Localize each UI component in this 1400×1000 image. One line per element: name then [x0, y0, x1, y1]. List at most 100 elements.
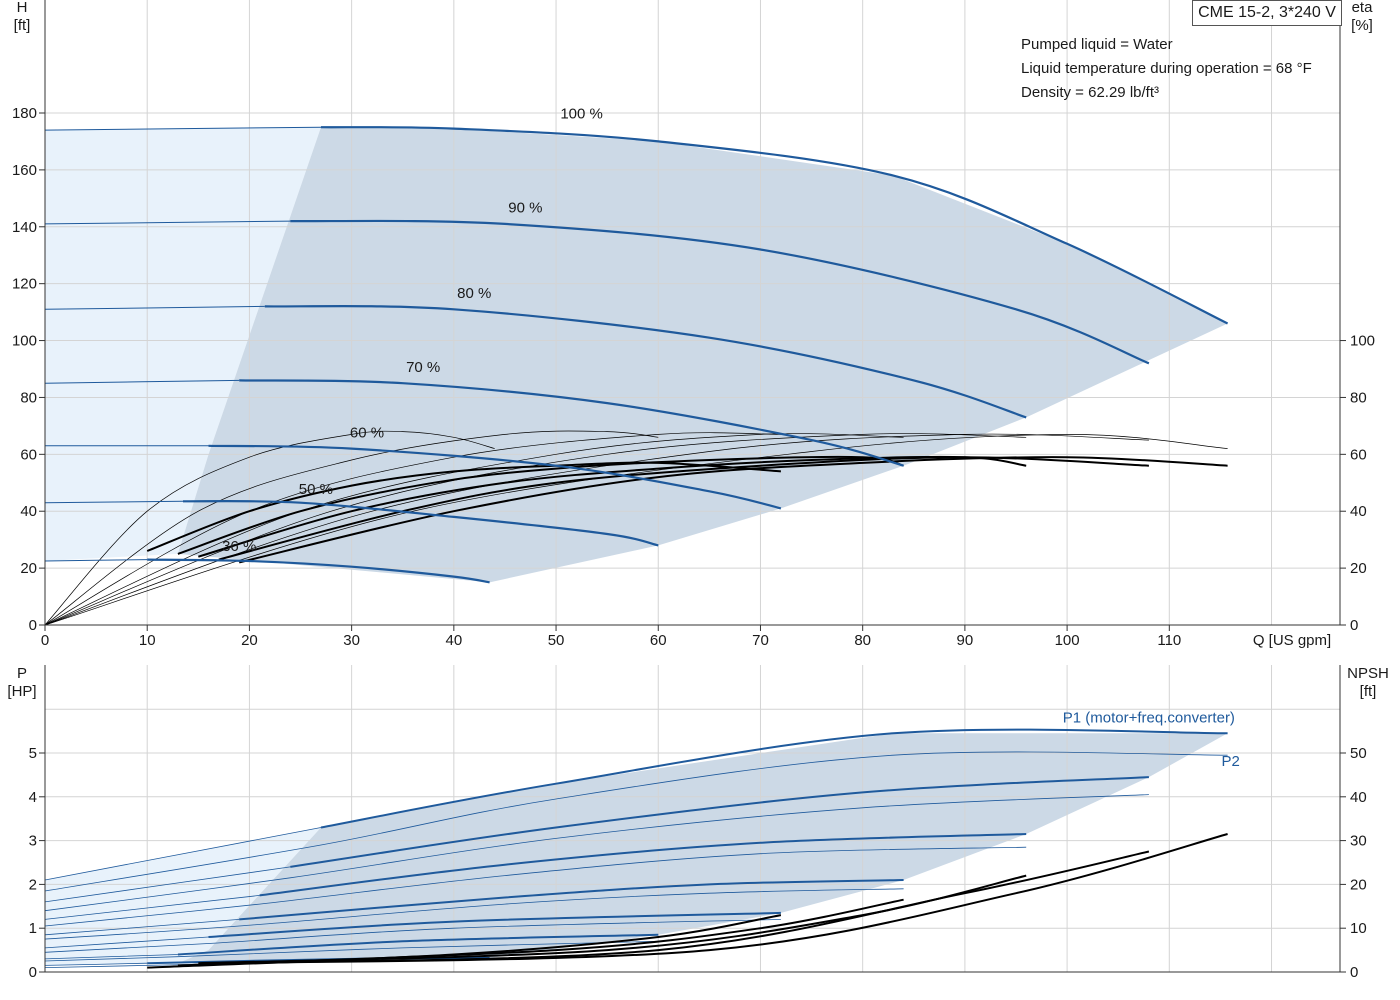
head-operating-area: [177, 127, 1228, 583]
efficiency-curve: [177, 455, 904, 555]
head-curve: [264, 304, 1027, 419]
top-y-right-label: eta: [1352, 0, 1374, 16]
power-area-light-fill: [45, 827, 321, 966]
y-right-tick-label: 60: [1350, 446, 1367, 463]
power-curve-label: P2: [1221, 753, 1239, 770]
y-right-tick-label: 80: [1350, 389, 1367, 406]
x-tick-label: 80: [854, 632, 871, 649]
speed-label: 36 %: [222, 538, 256, 555]
x-tick-label: 70: [752, 632, 769, 649]
p1-curve: [177, 933, 659, 956]
p-tick-label: 5: [29, 745, 37, 762]
y-left-tick-label: 40: [20, 503, 37, 520]
head-curve: [290, 219, 1150, 365]
p-tick-label: 1: [29, 920, 37, 937]
power-operating-area: [45, 733, 1228, 966]
x-tick-label: 100: [1055, 632, 1080, 649]
top-y-left-label: H: [17, 0, 28, 16]
speed-label: 100 %: [560, 106, 603, 123]
npsh-curve: [239, 833, 1228, 965]
head-curve: [208, 444, 782, 510]
p2-curve: [44, 794, 1149, 912]
power-labels: P1 (motor+freq.converter) P2: [1063, 709, 1240, 770]
p1-curve-low-flow: [44, 919, 240, 936]
x-tick-label: 0: [41, 632, 49, 649]
y-right-tick-label: 0: [1350, 617, 1358, 634]
speed-label: 50 %: [299, 481, 333, 498]
p1-curve-low-flow: [44, 827, 322, 881]
y-right-tick-label: 40: [1350, 503, 1367, 520]
bottom-y-left-label: P: [17, 665, 27, 682]
p1-curve: [208, 911, 781, 938]
x-axis-label: Q [US gpm]: [1253, 632, 1331, 649]
npsh-tick-label: 0: [1350, 964, 1358, 981]
head-area-fill: [177, 127, 1228, 583]
p2-curve: [44, 846, 1027, 927]
p1-curve: [290, 776, 1149, 868]
bottom-y-right-unit: [ft]: [1360, 683, 1377, 700]
head-curve-low-flow: [44, 500, 184, 504]
speed-label: 90 %: [508, 200, 542, 217]
head-curve: [239, 379, 904, 467]
head-curve-low-flow: [44, 305, 265, 310]
head-curves: [44, 126, 1229, 584]
y-right-tick-label: 100: [1350, 333, 1375, 350]
y-right-tick-label: 20: [1350, 560, 1367, 577]
npsh-tick-label: 10: [1350, 920, 1367, 937]
npsh-curves: [147, 833, 1228, 969]
efficiency-thin-curve: [44, 434, 1228, 626]
head-curve-low-flow: [44, 379, 240, 384]
speed-label: 70 %: [406, 359, 440, 376]
head-curve: [147, 558, 490, 584]
x-tick-label: 110: [1157, 632, 1181, 649]
efficiency-thin-curve: [44, 433, 1027, 626]
p1-curve: [239, 879, 904, 921]
p2-curve: [44, 888, 904, 940]
info-temperature: Liquid temperature during operation = 68…: [1021, 60, 1312, 77]
head-curve: [182, 500, 659, 547]
x-tick-label: 10: [139, 632, 156, 649]
y-left-tick-label: 0: [29, 617, 37, 634]
head-axes: 0 10 20 30 40 50 60 70 80 90 100 110 0 20 40 60 80 100 120…: [12, 0, 1375, 649]
info-liquid: Pumped liquid = Water: [1021, 36, 1173, 53]
p1-curve-low-flow: [44, 936, 209, 949]
speed-labels: 100 % 90 % 80 % 70 % 60 % 50 % 36 %: [222, 106, 603, 555]
x-tick-label: 30: [343, 632, 360, 649]
efficiency-curve: [238, 456, 1228, 564]
npsh-tick-label: 30: [1350, 833, 1367, 850]
head-curve-low-flow: [44, 126, 322, 131]
p1-curve-low-flow: [44, 895, 260, 920]
p1-curve-low-flow: [44, 954, 178, 960]
x-tick-label: 90: [957, 632, 974, 649]
efficiency-thin-curve: [44, 430, 659, 626]
bottom-y-left-unit: [HP]: [7, 683, 36, 700]
y-left-tick-label: 80: [20, 389, 37, 406]
p-tick-label: 2: [29, 876, 37, 893]
y-left-tick-label: 100: [12, 333, 37, 350]
speed-label: 60 %: [350, 424, 384, 441]
power-curve-label: P1 (motor+freq.converter): [1063, 709, 1235, 726]
y-left-tick-label: 120: [12, 276, 37, 293]
y-left-tick-label: 60: [20, 446, 37, 463]
efficiency-thin-curve: [44, 432, 781, 626]
efficiency-bold-curves: [146, 455, 1228, 564]
x-tick-label: 20: [241, 632, 258, 649]
p-tick-label: 0: [29, 964, 37, 981]
p2-curve: [44, 940, 659, 962]
head-area-light-fill: [45, 127, 321, 561]
p1-curve-low-flow: [44, 866, 291, 903]
top-y-left-unit: [ft]: [14, 17, 31, 34]
head-area-light: [45, 127, 321, 561]
y-left-tick-label: 180: [12, 105, 37, 122]
head-curve-low-flow: [44, 559, 148, 562]
x-tick-label: 40: [445, 632, 462, 649]
info-density: Density = 62.29 lb/ft³: [1021, 84, 1159, 101]
npsh-tick-label: 50: [1350, 745, 1367, 762]
pump-title: CME 15-2, 3*240 V: [1192, 0, 1342, 26]
p-tick-label: 3: [29, 833, 37, 850]
npsh-tick-label: 20: [1350, 876, 1367, 893]
p1-curve: [320, 728, 1228, 829]
efficiency-thin-curve: [44, 430, 495, 626]
x-tick-label: 50: [548, 632, 565, 649]
